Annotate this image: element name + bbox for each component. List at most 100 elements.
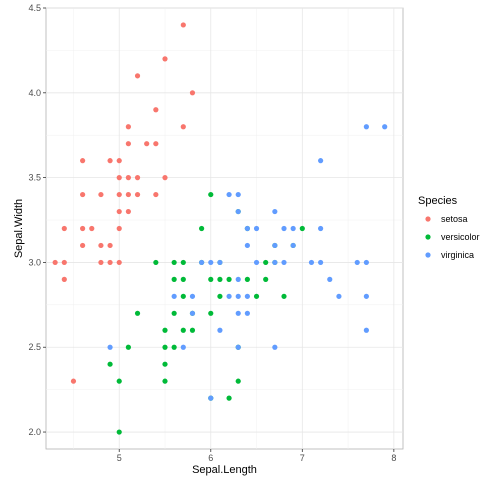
data-point-virginica <box>318 158 324 164</box>
data-point-versicolor <box>208 276 214 282</box>
data-point-versicolor <box>180 259 186 266</box>
data-point-setosa <box>116 175 122 181</box>
data-point-versicolor <box>299 225 305 232</box>
plot-panel <box>45 7 404 450</box>
data-point-setosa <box>116 158 122 164</box>
x-tick-label: 8 <box>391 453 396 463</box>
data-point-setosa <box>80 242 86 249</box>
data-point-virginica <box>272 242 278 249</box>
data-point-setosa <box>144 141 150 147</box>
data-point-virginica <box>189 293 196 299</box>
data-point-virginica <box>235 276 241 282</box>
data-point-virginica <box>281 259 287 266</box>
data-point-setosa <box>80 225 86 232</box>
data-point-virginica <box>217 327 223 333</box>
data-point-versicolor <box>162 361 168 367</box>
data-point-versicolor <box>253 293 260 299</box>
data-point-virginica <box>171 293 177 299</box>
x-tick-label: 7 <box>300 453 305 463</box>
data-point-versicolor <box>116 429 122 435</box>
y-tick-label: 4.0 <box>28 88 41 98</box>
data-point-virginica <box>226 293 232 299</box>
data-point-versicolor <box>217 293 223 299</box>
data-point-versicolor <box>199 225 205 232</box>
data-point-virginica <box>244 225 250 232</box>
data-point-versicolor <box>162 327 168 333</box>
data-point-virginica <box>244 242 250 249</box>
legend-key-setosa <box>425 216 431 222</box>
data-point-versicolor <box>226 395 232 401</box>
data-point-setosa <box>107 259 113 266</box>
data-point-setosa <box>134 191 141 198</box>
data-point-virginica <box>235 208 241 215</box>
data-point-virginica <box>272 344 278 350</box>
grid-lines <box>46 7 403 449</box>
data-point-setosa <box>189 90 196 96</box>
data-point-setosa <box>70 378 77 384</box>
series-setosa <box>52 22 196 384</box>
data-point-versicolor <box>171 276 177 282</box>
data-point-setosa <box>116 191 122 198</box>
data-point-virginica <box>244 293 250 299</box>
data-point-setosa <box>52 259 58 266</box>
legend-label-setosa: setosa <box>441 214 468 224</box>
data-point-versicolor <box>281 293 287 299</box>
x-tick-label: 6 <box>208 453 213 463</box>
legend-key-versicolor <box>425 234 431 240</box>
data-point-virginica <box>363 259 369 266</box>
data-point-setosa <box>180 124 186 130</box>
data-point-virginica <box>208 395 214 401</box>
data-point-virginica <box>290 242 296 249</box>
data-point-virginica <box>199 259 205 266</box>
data-point-setosa <box>61 276 67 282</box>
data-point-virginica <box>244 310 250 316</box>
data-point-setosa <box>162 56 168 62</box>
data-point-virginica <box>253 225 260 232</box>
y-axis-ticks: 2.0 2.5 3.0 3.5 4.0 4.5 <box>28 3 46 437</box>
data-point-versicolor <box>217 276 223 282</box>
data-point-virginica <box>235 293 241 299</box>
data-point-setosa <box>125 175 131 181</box>
data-point-setosa <box>98 242 104 249</box>
data-point-virginica <box>318 259 324 266</box>
data-point-setosa <box>116 208 122 215</box>
data-point-virginica <box>354 259 360 266</box>
data-point-setosa <box>153 141 159 147</box>
data-point-setosa <box>98 191 104 198</box>
x-axis-title: Sepal.Length <box>192 464 257 476</box>
data-point-setosa <box>134 175 141 181</box>
data-point-virginica <box>235 310 241 316</box>
data-point-virginica <box>327 276 333 282</box>
data-point-versicolor <box>208 310 214 316</box>
data-points <box>52 22 388 435</box>
data-point-versicolor <box>153 259 159 266</box>
data-point-versicolor <box>107 361 113 367</box>
data-point-virginica <box>253 259 260 266</box>
data-point-virginica <box>180 344 186 350</box>
data-point-setosa <box>153 191 159 198</box>
data-point-virginica <box>272 259 278 266</box>
data-point-virginica <box>107 344 113 350</box>
data-point-setosa <box>125 124 131 130</box>
data-point-virginica <box>382 124 388 130</box>
data-point-virginica <box>272 208 278 215</box>
data-point-setosa <box>80 158 86 164</box>
data-point-setosa <box>116 259 122 266</box>
data-point-virginica <box>363 293 369 299</box>
data-point-setosa <box>98 259 104 266</box>
data-point-versicolor <box>171 259 177 266</box>
legend-title: Species <box>418 195 458 207</box>
data-point-versicolor <box>171 344 177 350</box>
data-point-versicolor <box>189 327 196 333</box>
data-point-virginica <box>226 191 232 198</box>
y-tick-label: 3.5 <box>28 173 41 183</box>
data-point-setosa <box>134 73 141 79</box>
data-point-versicolor <box>244 276 250 282</box>
data-point-virginica <box>208 259 214 266</box>
data-point-virginica <box>290 225 296 232</box>
data-point-versicolor <box>125 344 131 350</box>
data-point-versicolor <box>116 378 122 384</box>
data-point-virginica <box>235 191 241 198</box>
data-point-virginica <box>318 225 324 232</box>
